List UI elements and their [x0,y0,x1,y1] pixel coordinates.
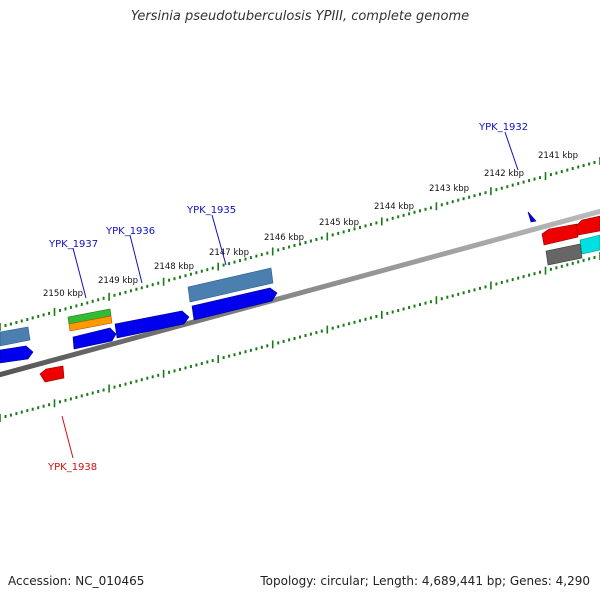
leader-ypk1938 [61,415,74,459]
gene-steel-left[interactable] [0,326,31,347]
accession-text: Accession: NC_010465 [8,574,145,588]
gene-cyan-right[interactable] [579,234,600,255]
ruler-label-2142: 2142 kbp [484,169,524,179]
gene-ypk1936[interactable] [114,310,190,339]
leader-ypk1932 [504,131,519,171]
ruler-label-2141: 2141 kbp [538,151,578,161]
leader-ypk1935 [211,214,227,266]
leader-ypk1937 [72,247,87,299]
genome-backbone [0,208,600,378]
gene-ypk1932[interactable] [527,211,537,223]
gene-gray-right[interactable] [545,243,583,266]
gene-ypk1935-upper[interactable] [187,267,274,303]
gene-label-ypk1935[interactable]: YPK_1935 [186,205,236,216]
inner-tick-marks [0,252,600,422]
gene-labels: YPK_1932 YPK_1935 YPK_1936 YPK_1937 YPK_… [47,122,528,473]
ruler-label-2149: 2149 kbp [98,276,138,286]
outer-tick-marks [0,157,600,331]
ruler-label-2145: 2145 kbp [319,218,359,228]
ruler-label-2146: 2146 kbp [264,233,304,243]
gene-blue-left[interactable] [0,345,34,364]
ruler-label-2148: 2148 kbp [154,262,194,272]
gene-label-ypk1937[interactable]: YPK_1937 [48,239,98,250]
ruler-labels: 2141 kbp 2142 kbp 2143 kbp 2144 kbp 2145… [43,151,578,299]
label-leader-lines [61,131,519,459]
gene-label-ypk1936[interactable]: YPK_1936 [105,226,155,237]
ruler-label-2147: 2147 kbp [209,248,249,258]
gene-ypk1937[interactable] [72,327,117,350]
genome-summary-text: Topology: circular; Length: 4,689,441 bp… [260,574,590,588]
ruler-label-2143: 2143 kbp [429,184,469,194]
gene-ypk1938[interactable] [39,365,65,383]
gene-orange[interactable] [68,315,113,332]
gene-red-right-b[interactable] [575,215,600,236]
gene-features [0,211,600,383]
ruler-label-2144: 2144 kbp [374,202,414,212]
gene-label-ypk1932[interactable]: YPK_1932 [478,122,528,133]
genome-title: Yersinia pseudotuberculosis YPIII, compl… [130,9,470,24]
leader-ypk1936 [129,234,143,284]
gene-label-ypk1938[interactable]: YPK_1938 [47,462,97,473]
ruler-label-2150: 2150 kbp [43,289,83,299]
gene-ypk1935[interactable] [191,287,278,321]
